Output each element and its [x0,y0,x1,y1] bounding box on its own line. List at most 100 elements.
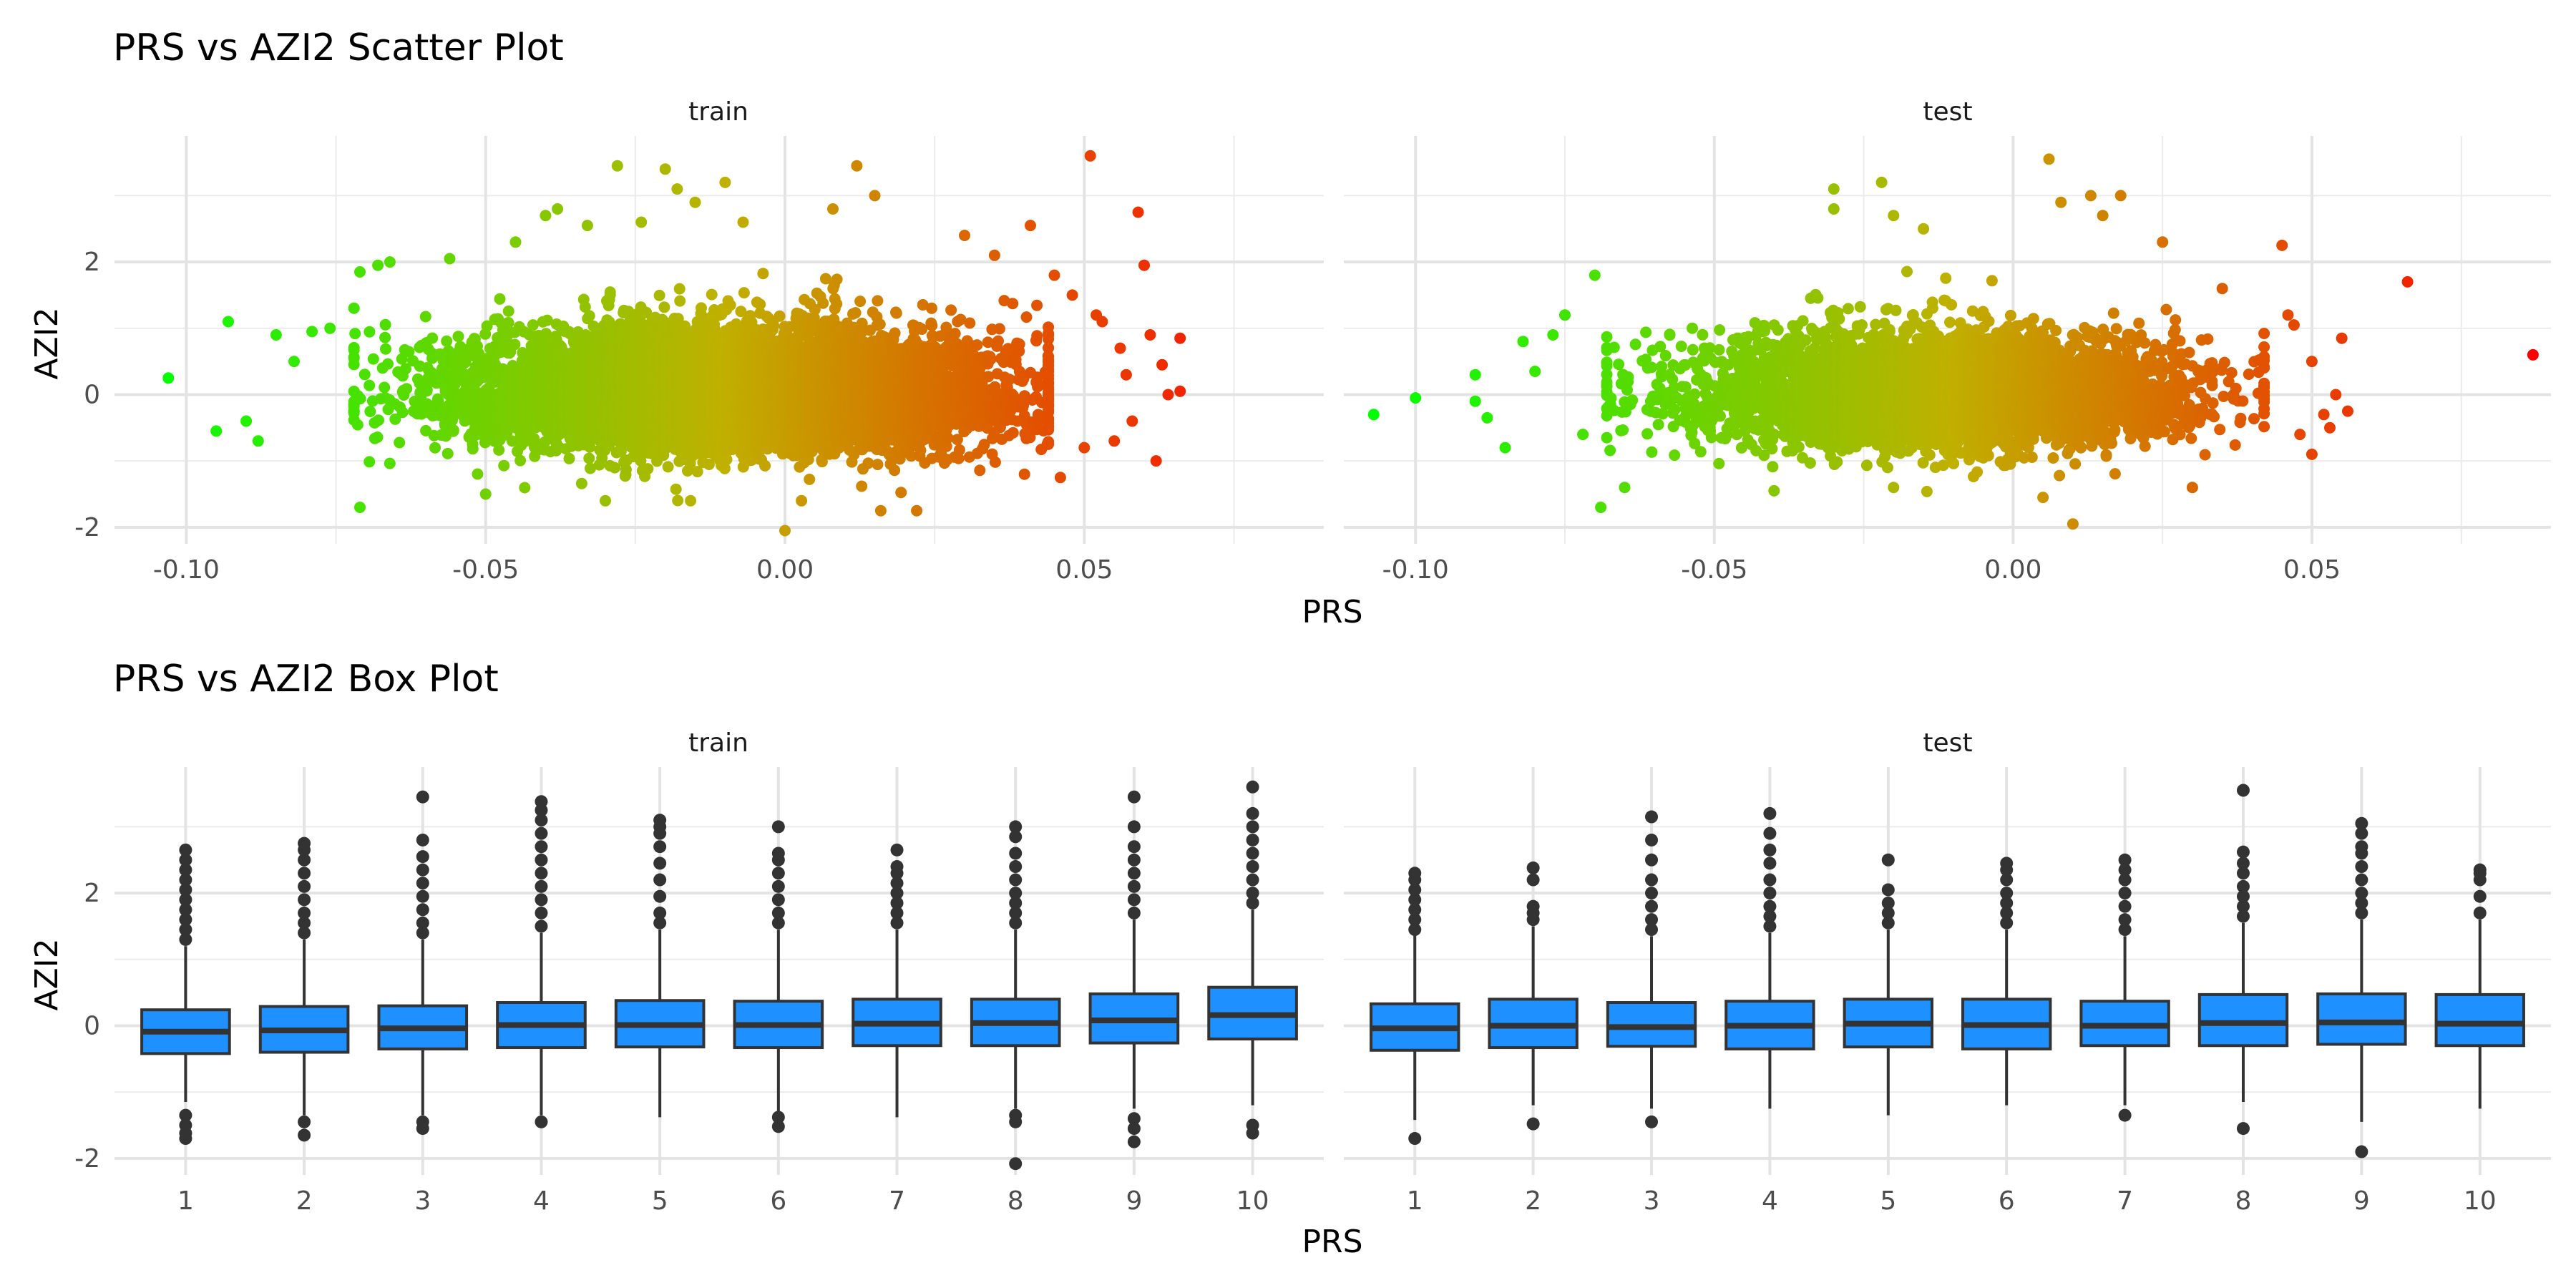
scatter-point [389,413,401,425]
scatter-point [348,406,360,417]
scatter-point [444,253,456,265]
scatter-point [358,369,371,381]
scatter-point [380,343,391,355]
scatter-point [509,338,521,351]
scatter-point [373,414,384,426]
scatter-point [364,326,376,338]
scatter-point [367,353,379,365]
scatter-point [737,216,749,228]
scatter-point [457,367,469,379]
scatter-point [396,406,409,419]
scatter-point [600,494,611,507]
scatter-point [426,332,439,344]
scatter-point [653,289,665,301]
scatter-point [351,419,364,431]
scatter-point [540,210,552,222]
scatter-point [685,494,697,507]
scatter-point [379,381,391,394]
scatter-point [575,477,587,489]
scatter-point [514,454,527,467]
scatter-point [364,406,376,417]
scatter-point [384,457,396,469]
scatter-point [493,444,505,456]
scatter-point [441,335,453,347]
scatter-point [348,302,360,314]
scatter-point [364,456,376,468]
scatter-strip-test: test [1923,97,1972,127]
scatter-point [563,452,575,464]
scatter-point [481,320,493,332]
scatter-point [494,293,506,305]
scatter-point [419,311,431,323]
scatter-point [498,459,510,472]
scatter-point [724,299,736,311]
scatter-title: PRS vs AZI2 Scatter Plot [113,26,564,69]
scatter-point [527,319,539,331]
scatter-point [519,482,531,494]
scatter-point [502,305,514,317]
scatter-point [696,302,707,314]
scatter-point [420,424,432,436]
scatter-point [394,436,406,449]
scatter-point [210,425,223,437]
scatter-point [396,353,408,365]
scatter-point [288,356,300,368]
scatter-point [364,379,376,391]
scatter-point [662,461,674,473]
scatter-point [502,317,514,328]
scatter-point [384,256,396,268]
x-tick-label: -0.10 [153,555,220,585]
scatter-point [382,358,394,370]
scatter-point [447,414,458,426]
scatter-point [270,329,282,341]
scatter-point [379,318,391,331]
scatter-point [432,396,444,408]
scatter-point [403,346,415,358]
scatter-point [354,393,366,405]
scatter-point [672,494,684,507]
scatter-point [324,322,336,334]
scatter-strip-train: train [688,97,748,127]
scatter-point [421,384,433,396]
scatter-panel-train: -0.10 -0.05 0.00 0.05-202 [74,136,1324,585]
scatter-point [583,452,595,464]
scatter-point [604,289,616,301]
scatter-point [472,468,484,480]
scatter-point [581,220,593,232]
scatter-point [429,441,441,454]
scatter-point [674,295,686,307]
scatter-point [447,424,459,436]
scatter-point [635,216,648,228]
x-tick-label: -0.05 [452,555,519,585]
y-tick-label: -2 [74,513,100,542]
scatter-point [583,310,595,322]
scatter-point [371,431,384,443]
scatter-point [372,259,384,271]
scatter-point [509,236,522,248]
scatter-point [689,196,701,208]
scatter-point [162,372,175,384]
scatter-point [670,483,682,495]
scatter-point [506,435,518,447]
scatter-point [479,488,492,500]
x-tick-label: 0.00 [756,555,814,585]
scatter-point [552,203,564,215]
scatter-point [659,163,671,175]
scatter-point [306,326,318,338]
x-tick-label: 0.05 [1055,555,1113,585]
scatter-point [459,356,472,369]
scatter-point [379,331,391,343]
scatter-point [354,502,366,513]
scatter-point [441,447,454,459]
scatter-point [467,443,479,455]
scatter-point [348,344,360,356]
scatter-point [240,415,253,427]
scatter-point [349,328,361,340]
y-tick-label: 0 [84,380,100,409]
scatter-point [348,352,360,364]
scatter-point [658,301,670,313]
scatter-point [354,266,366,278]
scatter-point [252,435,264,447]
